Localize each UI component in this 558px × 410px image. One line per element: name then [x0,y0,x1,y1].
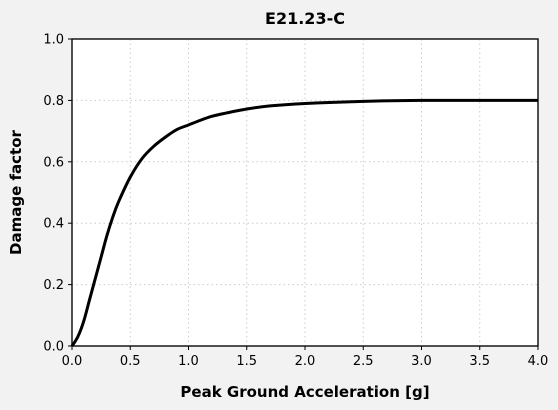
chart-title: E21.23-C [265,9,345,28]
x-tick-label: 3.5 [469,354,490,369]
series-layer [70,98,538,347]
y-tick-label: 0.4 [43,217,64,232]
x-tick-label: 2.0 [295,354,316,369]
damage-curve-line [70,98,538,347]
y-tick-label: 0.2 [43,278,64,293]
x-tick-label: 0.0 [62,354,83,369]
plot-border [71,38,539,347]
x-tick-label: 0.5 [120,354,141,369]
x-tick-label: 1.0 [178,354,199,369]
y-axis-label: Damage factor [7,129,25,254]
y-tick-label: 0.6 [43,155,64,170]
axis-ticks: 0.0 0.5 1.0 1.5 2.0 2.5 3.0 3.5 4.0 0.0 0.2 0.4 0.6 0… [43,33,548,370]
y-tick-label: 0.0 [43,340,64,355]
x-tick-label: 4.0 [528,354,549,369]
x-tick-label: 1.5 [236,354,257,369]
y-tick-label: 0.8 [43,94,64,109]
x-tick-label: 2.5 [353,354,374,369]
x-tick-label: 3.0 [411,354,432,369]
x-axis-label: Peak Ground Acceleration [g] [180,383,429,401]
y-tick-label: 1.0 [43,33,64,48]
